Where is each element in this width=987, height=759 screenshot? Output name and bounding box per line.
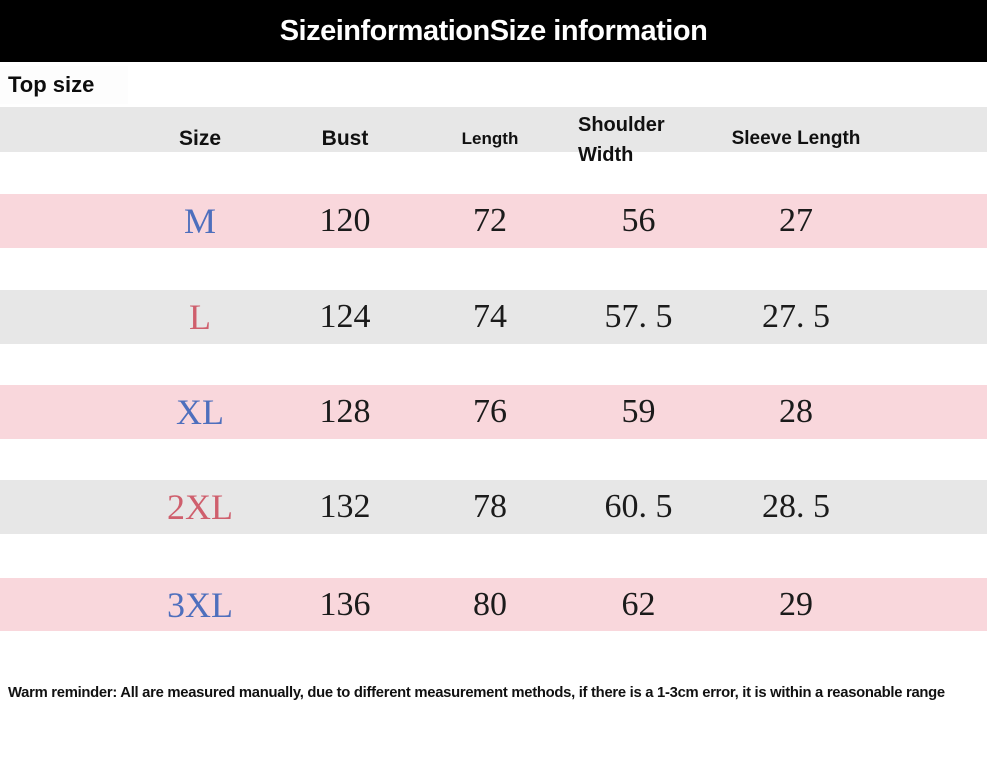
header-bar: SizeinformationSize information: [0, 0, 987, 62]
row-left-spacer: [0, 194, 125, 248]
bust-cell: 124: [319, 298, 371, 335]
length-cell: 74: [473, 298, 507, 335]
shoulder-width-cell: 56: [621, 202, 656, 239]
sleeve-length-cell: 29: [779, 585, 813, 623]
sleeve-length-cell: 27. 5: [762, 298, 830, 335]
length-cell: 80: [473, 585, 507, 623]
column-header-shoulder-width: Shoulder Width: [578, 114, 665, 166]
table-row-2xl: 2XL 132 78 60. 5 28. 5: [0, 480, 987, 534]
length-cell: 78: [473, 488, 507, 525]
bust-cell: 132: [319, 488, 371, 525]
column-header-size: Size: [178, 126, 222, 150]
shoulder-width-cell: 59: [621, 393, 656, 430]
row-left-spacer: [0, 578, 125, 631]
table-row-xl: XL 128 76 59 28: [0, 385, 987, 439]
column-header-bust: Bust: [321, 126, 369, 150]
shoulder-width-cell: 60. 5: [604, 488, 673, 525]
bust-cell: 128: [319, 393, 371, 430]
row-left-spacer: [0, 290, 125, 344]
table-row-3xl: 3XL 136 80 62 29: [0, 578, 987, 631]
sleeve-length-cell: 27: [779, 202, 813, 239]
table-row-m: M 120 72 56 27: [0, 194, 987, 248]
section-label-top-size: Top size: [0, 65, 129, 104]
size-cell: 3XL: [167, 584, 233, 625]
row-gap: [0, 344, 987, 385]
length-cell: 72: [473, 202, 507, 239]
row-left-spacer: [0, 480, 125, 534]
row-left-spacer: [0, 385, 125, 439]
row-right-spacer: [880, 480, 987, 534]
row-right-spacer: [880, 290, 987, 344]
sleeve-length-cell: 28. 5: [762, 488, 830, 525]
footer-note: Warm reminder: All are measured manually…: [8, 685, 945, 701]
size-cell: XL: [176, 392, 224, 432]
table-row-l: L 124 74 57. 5 27. 5: [0, 290, 987, 344]
row-gap: [0, 248, 987, 290]
size-information-page: SizeinformationSize information Top size…: [0, 0, 987, 701]
bust-cell: 136: [319, 585, 371, 623]
shoulder-width-cell: 57. 5: [604, 298, 673, 335]
size-cell: L: [189, 297, 211, 337]
section-label-row: Top size: [0, 62, 987, 107]
row-gap: [0, 439, 987, 480]
header-right-spacer: [880, 107, 987, 170]
size-cell: M: [183, 201, 216, 241]
header-left-spacer: [0, 107, 125, 170]
row-right-spacer: [880, 578, 987, 631]
bust-cell: 120: [319, 202, 371, 239]
table-header-row: Size Bust Length Shoulder Width Sleeve L…: [0, 107, 987, 166]
row-gap: [0, 534, 987, 578]
column-header-length: Length: [461, 128, 519, 148]
row-right-spacer: [880, 385, 987, 439]
row-right-spacer: [880, 194, 987, 248]
sleeve-length-cell: 28: [779, 393, 813, 430]
size-cell: 2XL: [167, 487, 233, 527]
length-cell: 76: [473, 393, 507, 430]
shoulder-width-cell: 62: [621, 585, 656, 623]
page-title: SizeinformationSize information: [279, 14, 708, 47]
column-header-sleeve-length: Sleeve Length: [731, 127, 861, 149]
